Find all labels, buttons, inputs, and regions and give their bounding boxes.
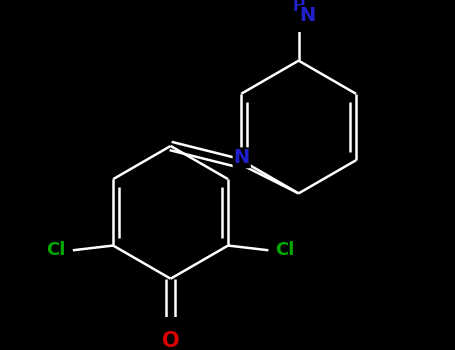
Text: Cl: Cl <box>46 241 66 259</box>
Text: Cl: Cl <box>275 241 295 259</box>
Text: H: H <box>292 0 305 14</box>
Text: N: N <box>233 148 250 167</box>
Text: O: O <box>162 331 179 350</box>
Text: N: N <box>299 6 315 25</box>
